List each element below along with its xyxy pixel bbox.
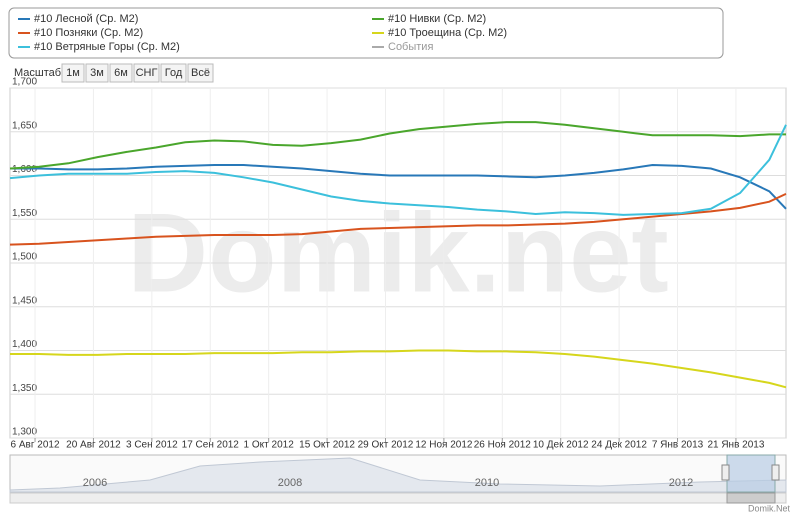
x-tick-label: 26 Ноя 2012: [474, 440, 532, 451]
navigator-year: 2006: [83, 477, 107, 489]
x-tick-label: 24 Дек 2012: [591, 440, 647, 451]
x-tick-label: 29 Окт 2012: [358, 440, 414, 451]
y-tick-label: 1,350: [12, 383, 37, 394]
y-tick-label: 1,500: [12, 252, 37, 263]
range-button[interactable]: [133, 63, 160, 83]
scrollbar-thumb[interactable]: [726, 492, 776, 504]
y-tick-label: 1,550: [12, 208, 37, 219]
x-tick-label: 12 Ноя 2012: [415, 440, 473, 451]
range-button[interactable]: [160, 63, 187, 83]
series-line: [9, 124, 787, 216]
navigator-area: [9, 457, 787, 493]
series-line: [10, 163, 787, 210]
y-tick-label: 1,300: [12, 427, 37, 438]
navigator-year: 2012: [669, 477, 693, 489]
y-tick-label: 1,700: [12, 77, 37, 88]
y-tick-label: 1,650: [12, 120, 37, 131]
x-tick-label: 15 Окт 2012: [299, 440, 355, 451]
range-button-label[interactable]: 1м: [66, 67, 80, 79]
legend-label[interactable]: #10 Троещина (Ср. М2): [388, 27, 507, 39]
range-button[interactable]: [109, 63, 133, 83]
x-tick-label: 1 Окт 2012: [244, 440, 295, 451]
navigator-handle[interactable]: [721, 464, 730, 481]
range-button-label[interactable]: Год: [165, 67, 183, 79]
watermark: Domik.net: [127, 191, 668, 316]
navigator-handle[interactable]: [771, 464, 780, 481]
x-tick-label: 21 Янв 2013: [707, 440, 764, 451]
legend-box: [8, 7, 724, 59]
navigator-year: 2008: [278, 477, 302, 489]
legend-label[interactable]: События: [388, 41, 433, 53]
navigator-window[interactable]: [726, 454, 776, 493]
range-button-label[interactable]: Всё: [191, 67, 210, 79]
navigator-year: 2010: [475, 477, 499, 489]
legend-label[interactable]: #10 Лесной (Ср. М2): [34, 13, 138, 25]
series-line: [9, 121, 786, 170]
series-line: [10, 349, 787, 389]
legend-label[interactable]: #10 Нивки (Ср. М2): [388, 13, 486, 25]
x-tick-label: 10 Дек 2012: [533, 440, 589, 451]
legend-label[interactable]: #10 Ветряные Горы (Ср. М2): [34, 41, 180, 53]
range-button[interactable]: [187, 63, 214, 83]
x-tick-label: 7 Янв 2013: [652, 440, 704, 451]
y-tick-label: 1,450: [12, 295, 37, 306]
range-label: Масштаб: [14, 67, 61, 79]
navigator: 2006 2008 2010 2012: [9, 454, 787, 504]
x-tick-label: 6 Авг 2012: [11, 440, 60, 451]
x-tick-label: 3 Сен 2012: [126, 440, 178, 451]
y-tick-label: 1,600: [12, 164, 37, 175]
x-tick-label: 17 Сен 2012: [182, 440, 240, 451]
range-button-label[interactable]: 6м: [114, 67, 128, 79]
scrollbar[interactable]: [9, 492, 787, 504]
range-button-label[interactable]: 3м: [90, 67, 104, 79]
range-button[interactable]: [85, 63, 109, 83]
range-button[interactable]: [61, 63, 85, 83]
credit: Domik.Net: [748, 503, 791, 513]
y-tick-label: 1,400: [12, 339, 37, 350]
legend-label[interactable]: #10 Позняки (Ср. М2): [34, 27, 143, 39]
series-line: [9, 192, 787, 246]
range-button-label[interactable]: СНГ: [136, 67, 158, 79]
x-tick-label: 20 Авг 2012: [66, 440, 121, 451]
